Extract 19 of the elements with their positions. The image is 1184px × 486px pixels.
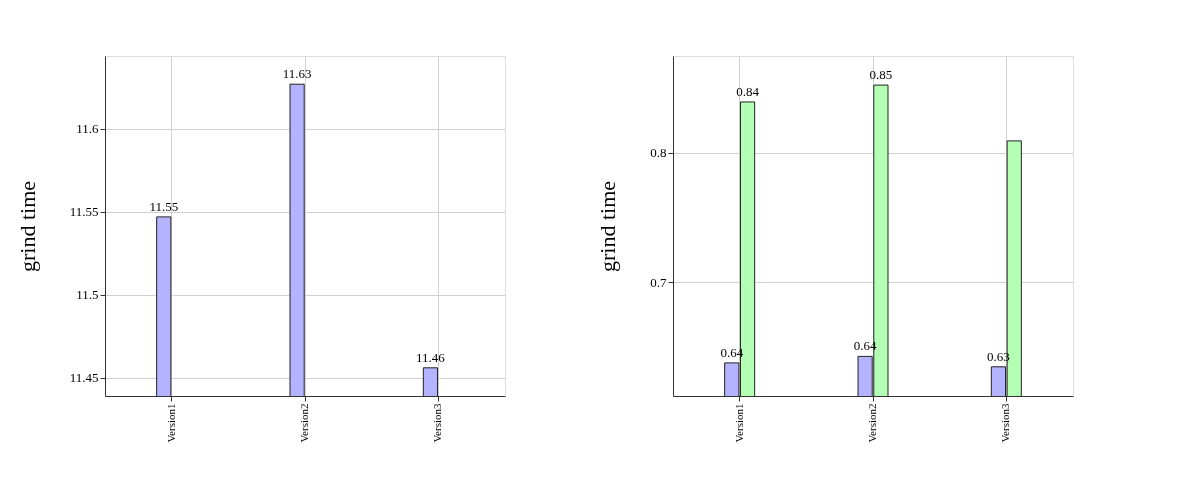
x-tick-label: Version2	[866, 403, 878, 443]
x-tick-label: Version2	[298, 403, 310, 443]
y-tick-label: 11.55	[69, 204, 99, 220]
data-label: 0.85	[869, 67, 893, 83]
y-tick-label: 11.5	[76, 287, 99, 303]
x-tick-label: Version1	[164, 403, 177, 443]
y-tick-label: 0.8	[650, 145, 667, 161]
y-tick-label: 11.45	[69, 370, 99, 386]
data-label: 11.55	[149, 198, 179, 214]
x-tick-label: Version3	[431, 403, 444, 443]
y-axis-title: grind time	[14, 180, 40, 273]
data-label: 11.46	[416, 349, 446, 365]
x-tick-label: Version1	[732, 403, 745, 443]
data-label: 0.84	[736, 83, 760, 99]
x-tick-label: Version3	[999, 403, 1012, 443]
data-label: 11.63	[282, 66, 312, 82]
y-tick-label: 0.7	[650, 274, 667, 290]
y-tick-label: 11.6	[76, 121, 99, 137]
y-axis-title: grind time	[595, 180, 621, 273]
